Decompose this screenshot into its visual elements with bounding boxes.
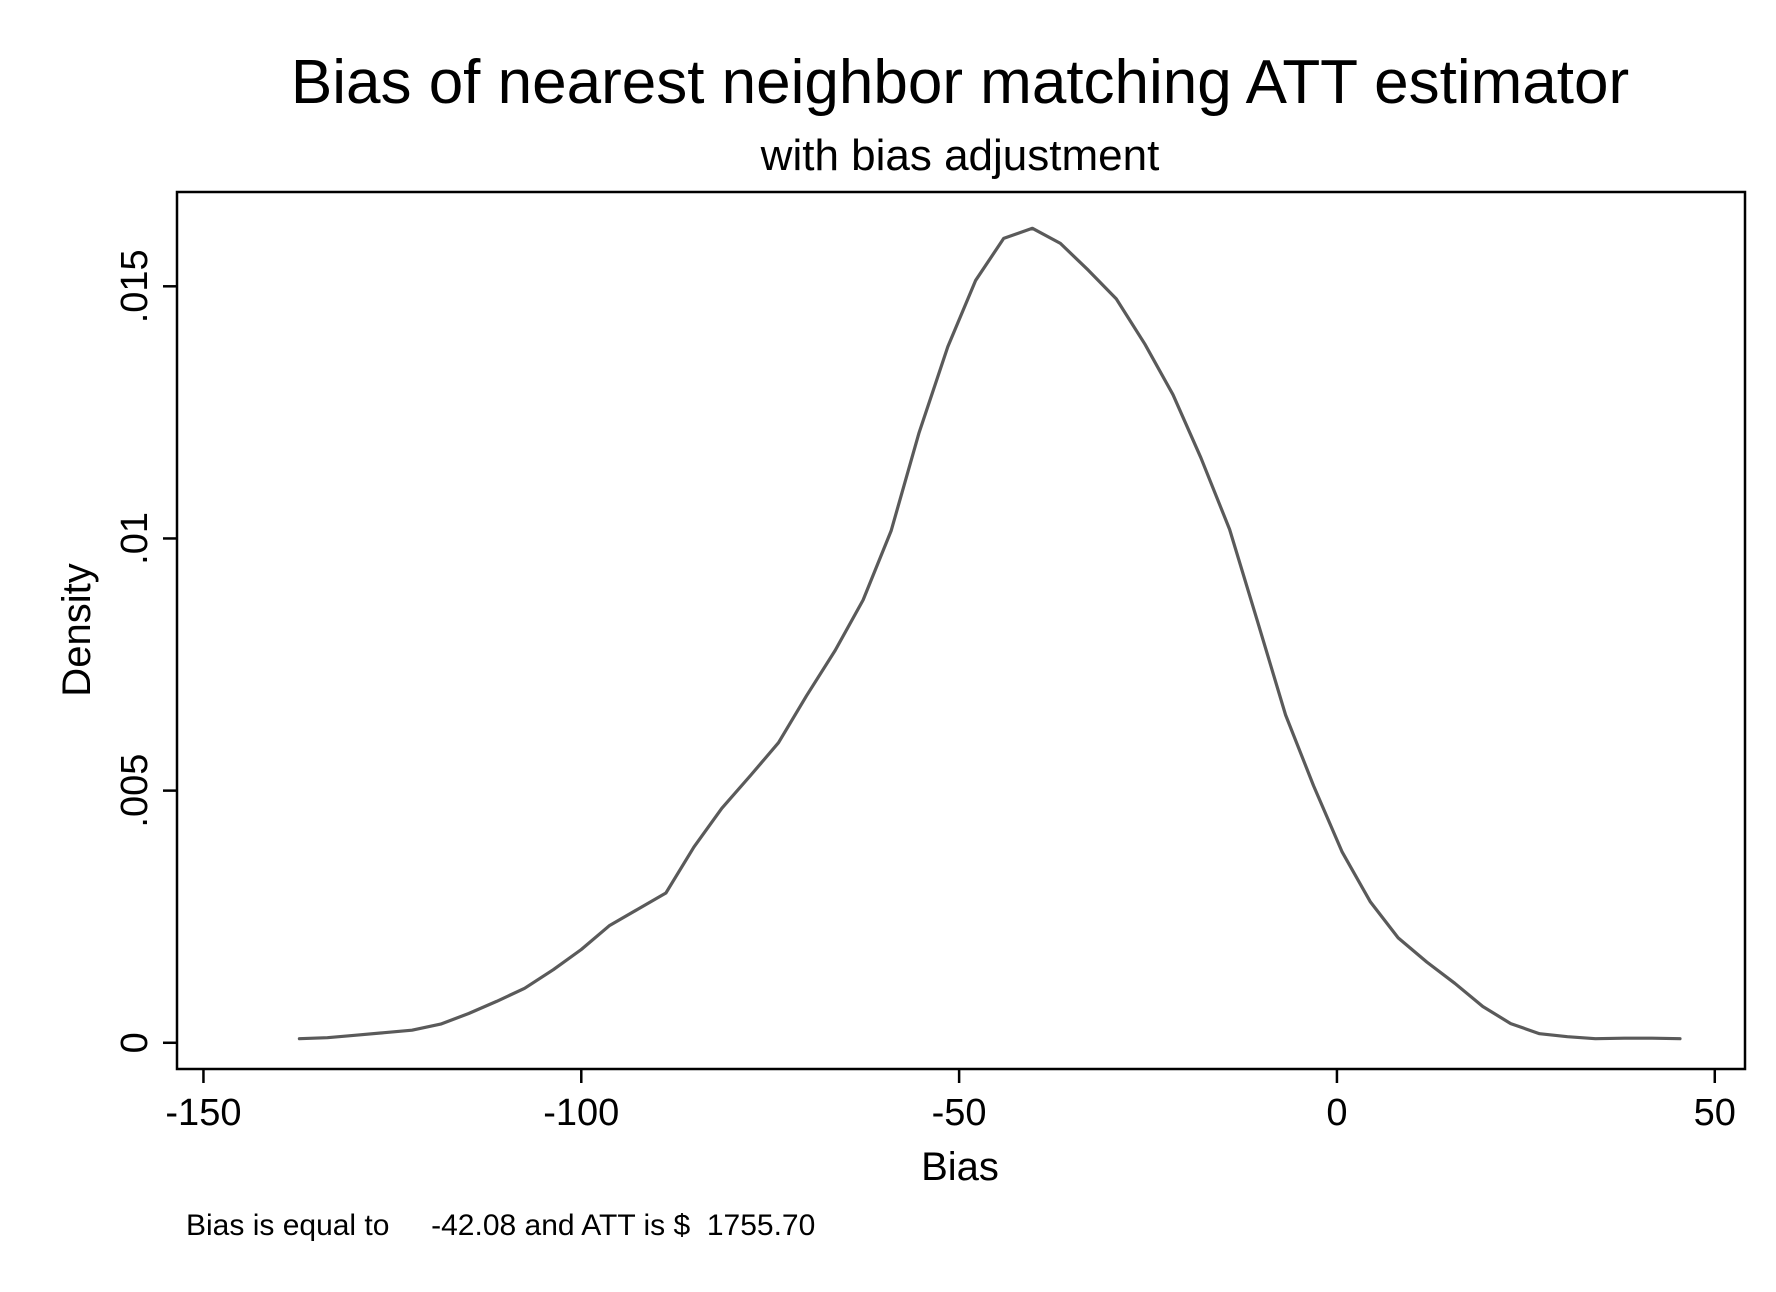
x-axis-label: Bias	[921, 1145, 999, 1189]
y-tick-label: .005	[114, 754, 156, 828]
x-tick-label: -150	[165, 1092, 241, 1134]
chart-title: Bias of nearest neighbor matching ATT es…	[291, 48, 1629, 117]
plot-frame	[175, 190, 1747, 1071]
y-axis: 0 .005 .01 .015	[114, 249, 177, 1053]
y-tick-label: .01	[114, 512, 156, 565]
chart-subtitle: with bias adjustment	[760, 131, 1160, 180]
y-axis-label: Density	[55, 563, 99, 696]
x-tick-label: 0	[1326, 1092, 1347, 1134]
x-axis: -150 -100 -50 0 50	[165, 1069, 1736, 1134]
density-line-0	[297, 226, 1682, 1041]
x-tick-label: -50	[932, 1092, 987, 1134]
y-tick-label: 0	[114, 1032, 156, 1053]
series-layer	[297, 226, 1682, 1041]
x-tick-label: 50	[1694, 1092, 1736, 1134]
x-tick-label: -100	[543, 1092, 619, 1134]
y-tick-label: .015	[114, 249, 156, 323]
bias-note: Bias is equal to -42.08 and ATT is $ 175…	[186, 1209, 815, 1242]
